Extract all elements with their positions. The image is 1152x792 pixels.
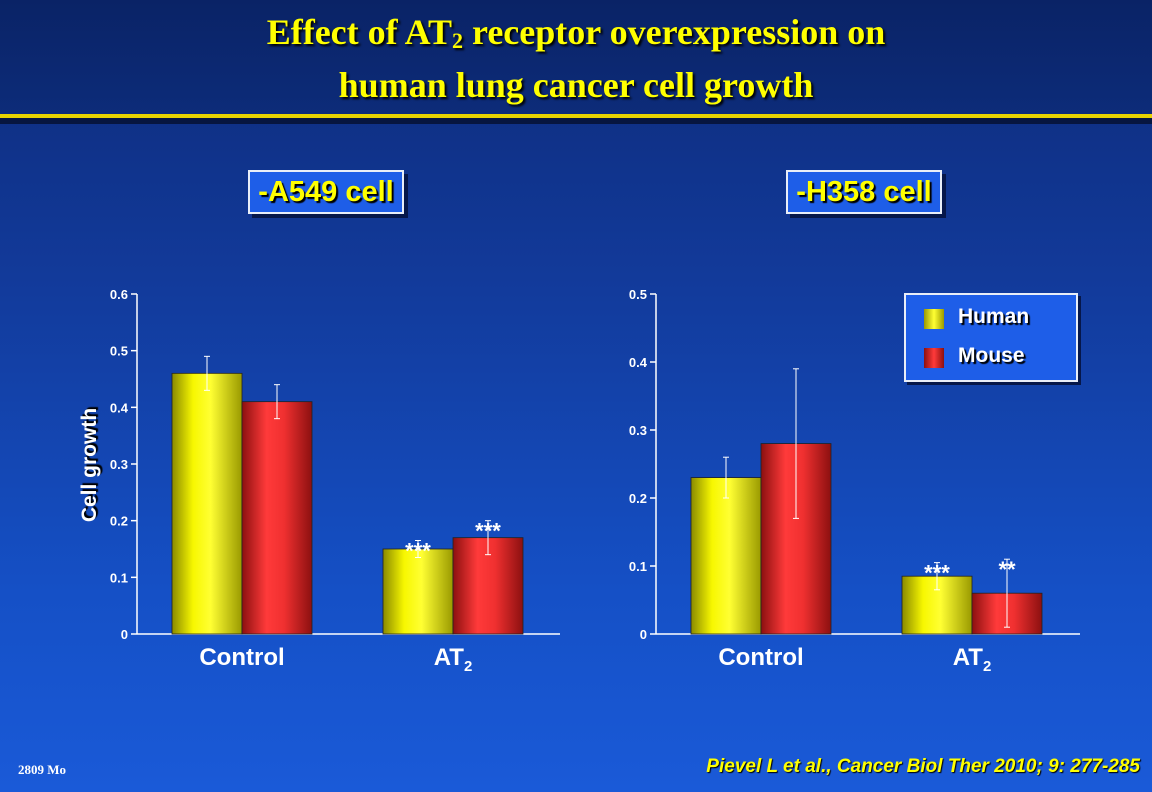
significance-label: *** (475, 519, 501, 544)
title-text-rest: receptor overexpression on (463, 12, 886, 52)
category-label: Control (718, 644, 803, 671)
citation: Pievel L et al., Cancer Biol Ther 2010; … (706, 756, 1140, 777)
slide-id: 2809 Mo (18, 762, 67, 777)
legend-swatch-mouse (924, 348, 944, 368)
significance-label: *** (924, 561, 950, 586)
legend-swatch-human (924, 309, 944, 329)
legend-label-mouse: Mouse (958, 344, 1025, 367)
y-tick-label: 0 (640, 627, 647, 642)
y-tick-label: 0.5 (629, 287, 647, 302)
y-tick-label: 0.1 (629, 559, 647, 574)
title-line-2: human lung cancer cell growth (338, 65, 814, 105)
y-tick-label: 0.1 (110, 570, 128, 585)
bar-human-1 (171, 372, 243, 635)
chart-title-a549: -A549 cell (248, 170, 404, 214)
category-label: Control (199, 644, 284, 671)
title-text: Effect of AT (266, 12, 452, 52)
chart-title-h358: -H358 cell (786, 170, 942, 214)
title-line-1: Effect of AT2 receptor overexpression on (0, 10, 1152, 63)
title-rule (0, 114, 1152, 118)
legend: Human Mouse (904, 293, 1078, 382)
title-rule-shadow (0, 118, 1152, 124)
y-tick-label: 0.4 (629, 355, 648, 370)
y-tick-label: 0.4 (110, 400, 129, 415)
page-title: Effect of AT2 receptor overexpression on… (0, 10, 1152, 107)
y-tick-label: 0.2 (629, 491, 647, 506)
title-subscript: 2 (452, 28, 463, 53)
y-tick-label: 0.2 (110, 514, 128, 529)
category-label: AT2 (953, 644, 992, 675)
significance-label: *** (405, 539, 431, 564)
legend-label-human: Human (958, 305, 1030, 328)
y-tick-label: 0 (121, 627, 128, 642)
category-label: AT2 (434, 644, 473, 675)
y-tick-label: 0.5 (110, 344, 128, 359)
bar-human-1 (690, 477, 762, 635)
y-tick-label: 0.6 (110, 287, 128, 302)
title-banner (0, 0, 1152, 118)
bar-human-2 (382, 548, 454, 635)
y-tick-label: 0.3 (629, 423, 647, 438)
significance-label: ** (998, 557, 1016, 582)
bar-mouse-1 (241, 401, 313, 635)
y-tick-label: 0.3 (110, 457, 128, 472)
